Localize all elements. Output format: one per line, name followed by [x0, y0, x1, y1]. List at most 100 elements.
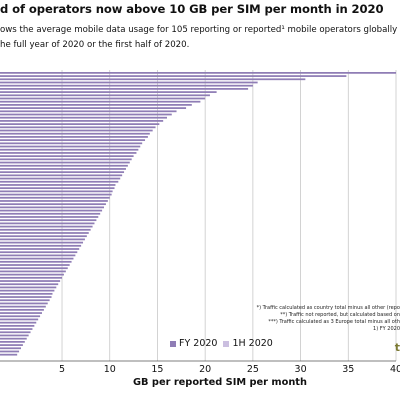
- bar: [0, 318, 39, 321]
- bar: [0, 238, 85, 241]
- x-tick-label: 35: [342, 364, 354, 375]
- bar: [0, 340, 25, 343]
- bar: [0, 152, 137, 154]
- bar: [0, 292, 53, 295]
- bar: [0, 321, 37, 324]
- bar: [0, 100, 201, 103]
- bar: [0, 142, 143, 145]
- bar: [0, 116, 167, 119]
- bar: [0, 174, 123, 177]
- chart-title: d of operators now above 10 GB per SIM p…: [0, 2, 384, 16]
- x-tick-label: 40: [390, 364, 400, 375]
- legend-item-1h: 1H 2020: [223, 338, 273, 349]
- bar: [0, 81, 258, 84]
- bar: [0, 344, 23, 346]
- bar: [0, 241, 84, 244]
- bar: [0, 267, 68, 270]
- bar: [0, 97, 206, 100]
- bar: [0, 216, 99, 218]
- legend-swatch-fy: [170, 340, 176, 347]
- bar: [0, 171, 125, 174]
- bar: [0, 120, 164, 122]
- bar: [0, 235, 87, 238]
- x-tick-label: 30: [295, 364, 307, 375]
- bar: [0, 113, 172, 116]
- x-tick-label: 20: [199, 364, 211, 375]
- bar: [0, 232, 89, 234]
- bar: [0, 219, 97, 222]
- bar: [0, 164, 128, 167]
- bar: [0, 168, 126, 170]
- bar: [0, 305, 46, 308]
- bar: [0, 107, 187, 109]
- bar: [0, 200, 108, 202]
- x-axis-label: GB per reported SIM per month: [133, 377, 307, 388]
- bar: [0, 270, 66, 273]
- bar: [0, 276, 63, 279]
- bar: [0, 328, 33, 330]
- bar: [0, 251, 78, 254]
- bar: [0, 190, 113, 193]
- chart-legend: FY 2020 1H 2020: [170, 338, 273, 349]
- legend-label-fy: FY 2020: [179, 338, 218, 349]
- bar: [0, 286, 57, 289]
- bar: [0, 350, 20, 353]
- subtitle-line-2: he full year of 2020 or the first half o…: [0, 40, 190, 50]
- bar: [0, 209, 103, 212]
- bar: [0, 212, 101, 215]
- x-tick-labels: 5 10 15 20 25 30 35 40: [59, 364, 400, 375]
- bar: [0, 184, 116, 186]
- bar: [0, 331, 31, 334]
- bar: [0, 161, 130, 164]
- bar: [0, 228, 91, 231]
- bar: [0, 148, 139, 151]
- bar: [0, 283, 59, 286]
- bar: [0, 91, 217, 93]
- bar: [0, 225, 93, 228]
- bar: [0, 280, 61, 282]
- x-tick-label: 25: [247, 364, 259, 375]
- bar: [0, 203, 106, 206]
- bar: [0, 254, 76, 257]
- bar: [0, 248, 80, 250]
- brand-logo: t: [394, 341, 400, 354]
- bar: [0, 347, 21, 350]
- bar: [0, 136, 148, 138]
- bar: [0, 187, 115, 190]
- bar: [0, 75, 347, 77]
- bar: [0, 72, 396, 74]
- bars: [0, 72, 396, 356]
- legend-swatch-1h: [223, 340, 230, 347]
- bar: [0, 155, 134, 158]
- bar: [0, 132, 150, 135]
- footnote-4: 1) FY 2020: [373, 326, 400, 332]
- bar: [0, 289, 55, 292]
- bar: [0, 312, 42, 314]
- x-tick-label: 15: [151, 364, 163, 375]
- bar: [0, 88, 249, 90]
- bar: [0, 257, 74, 260]
- bar: [0, 78, 306, 81]
- bar: [0, 315, 41, 318]
- footnote-2: **) Traffic not reported, but calculated…: [280, 312, 400, 318]
- footnote-1: *) Traffic calculated as country total m…: [256, 305, 400, 311]
- chart-subtitle: ows the average mobile data usage for 10…: [0, 23, 400, 53]
- bar: [0, 110, 177, 113]
- bar: [0, 353, 18, 356]
- bar: [0, 104, 192, 106]
- x-tick-label: 5: [59, 364, 65, 375]
- bar: [0, 334, 29, 337]
- bar: [0, 193, 112, 196]
- bar: [0, 84, 253, 87]
- bar: [0, 206, 105, 209]
- bar: [0, 324, 35, 327]
- subtitle-line-1: ows the average mobile data usage for 10…: [0, 25, 400, 35]
- bar: [0, 299, 50, 302]
- bar: [0, 145, 141, 148]
- bar: [0, 196, 110, 199]
- bar: [0, 94, 210, 97]
- legend-label-1h: 1H 2020: [232, 338, 273, 349]
- bar: [0, 222, 95, 225]
- bar: [0, 273, 64, 276]
